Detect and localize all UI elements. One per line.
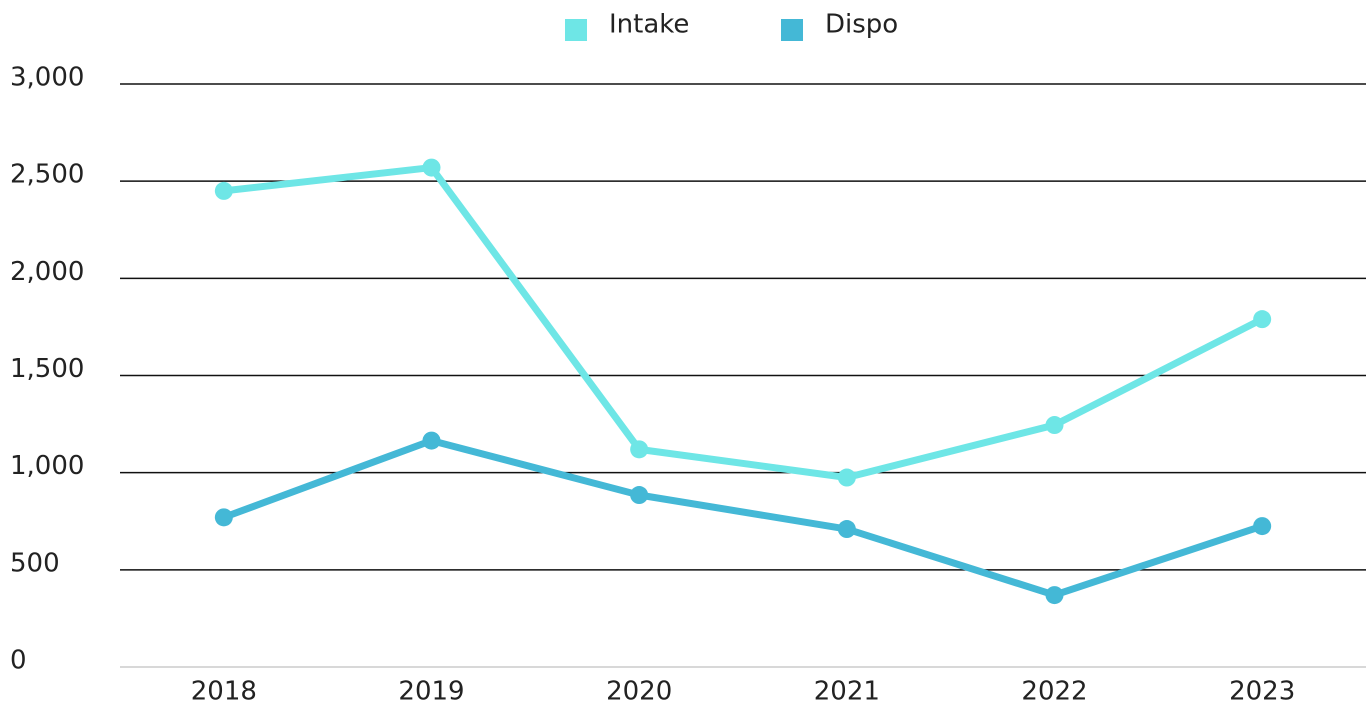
- x-tick-label: 2021: [814, 677, 880, 707]
- x-tick-label: 2022: [1021, 677, 1087, 707]
- legend-swatch: [565, 19, 587, 41]
- legend-label: Dispo: [825, 10, 898, 40]
- y-tick-label: 500: [10, 548, 60, 578]
- data-point: [214, 508, 233, 527]
- legend-swatch: [781, 19, 803, 41]
- y-tick-label: 2,500: [10, 160, 84, 190]
- y-tick-label: 1,000: [10, 451, 84, 481]
- data-point: [630, 440, 649, 459]
- data-point: [837, 520, 856, 539]
- data-point: [1045, 416, 1064, 435]
- x-tick-label: 2019: [398, 677, 464, 707]
- data-point: [1045, 586, 1064, 605]
- x-tick-label: 2023: [1229, 677, 1295, 707]
- y-tick-label: 3,000: [10, 63, 84, 93]
- data-point: [837, 468, 856, 487]
- y-tick-label: 1,500: [10, 354, 84, 384]
- data-point: [630, 486, 649, 505]
- legend-label: Intake: [609, 10, 689, 40]
- y-tick-label: 2,000: [10, 257, 84, 287]
- series-line: [223, 164, 1264, 482]
- data-point: [422, 158, 441, 177]
- data-point: [1253, 517, 1272, 536]
- x-tick-label: 2018: [191, 677, 257, 707]
- x-tick-label: 2020: [606, 677, 672, 707]
- data-point: [1253, 310, 1272, 329]
- y-tick-label: 0: [10, 646, 27, 676]
- data-point: [422, 431, 441, 450]
- series-line: [222, 437, 1264, 599]
- data-point: [214, 181, 233, 200]
